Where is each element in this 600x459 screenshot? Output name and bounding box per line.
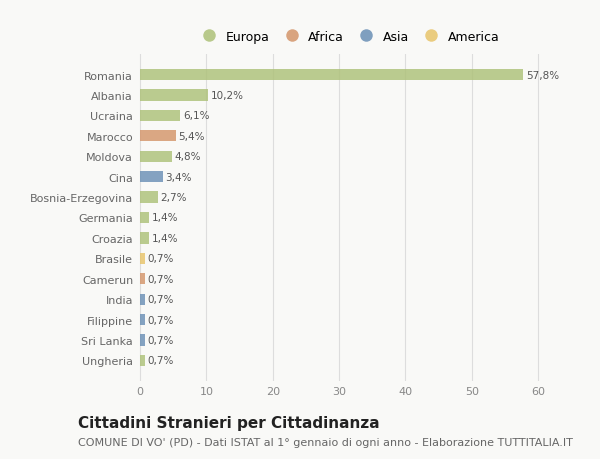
Bar (140, 213, 149, 224)
Text: 4,8%: 4,8% (175, 152, 201, 162)
Bar (140, 70, 523, 81)
Text: 0,7%: 0,7% (147, 295, 173, 304)
Bar (140, 131, 176, 142)
Text: 0,7%: 0,7% (147, 335, 173, 345)
Text: 1,4%: 1,4% (152, 213, 178, 223)
Bar (140, 314, 145, 325)
Bar (140, 355, 145, 366)
Text: 2,7%: 2,7% (161, 193, 187, 203)
Bar (140, 151, 172, 162)
Text: 0,7%: 0,7% (147, 254, 173, 264)
Text: 0,7%: 0,7% (147, 356, 173, 365)
Text: 10,2%: 10,2% (211, 91, 244, 101)
Text: COMUNE DI VO' (PD) - Dati ISTAT al 1° gennaio di ogni anno - Elaborazione TUTTIT: COMUNE DI VO' (PD) - Dati ISTAT al 1° ge… (78, 437, 573, 447)
Text: 6,1%: 6,1% (183, 111, 209, 121)
Text: 0,7%: 0,7% (147, 315, 173, 325)
Bar (140, 111, 181, 122)
Legend: Europa, Africa, Asia, America: Europa, Africa, Asia, America (191, 25, 505, 48)
Bar (140, 294, 145, 305)
Text: 5,4%: 5,4% (178, 132, 205, 141)
Bar (140, 233, 149, 244)
Text: Cittadini Stranieri per Cittadinanza: Cittadini Stranieri per Cittadinanza (78, 415, 380, 431)
Text: 57,8%: 57,8% (526, 71, 559, 80)
Bar (140, 274, 145, 285)
Text: 3,4%: 3,4% (165, 172, 192, 182)
Text: 0,7%: 0,7% (147, 274, 173, 284)
Bar (140, 172, 163, 183)
Bar (140, 192, 158, 203)
Bar (140, 90, 208, 101)
Text: 1,4%: 1,4% (152, 233, 178, 243)
Bar (140, 335, 145, 346)
Bar (140, 253, 145, 264)
